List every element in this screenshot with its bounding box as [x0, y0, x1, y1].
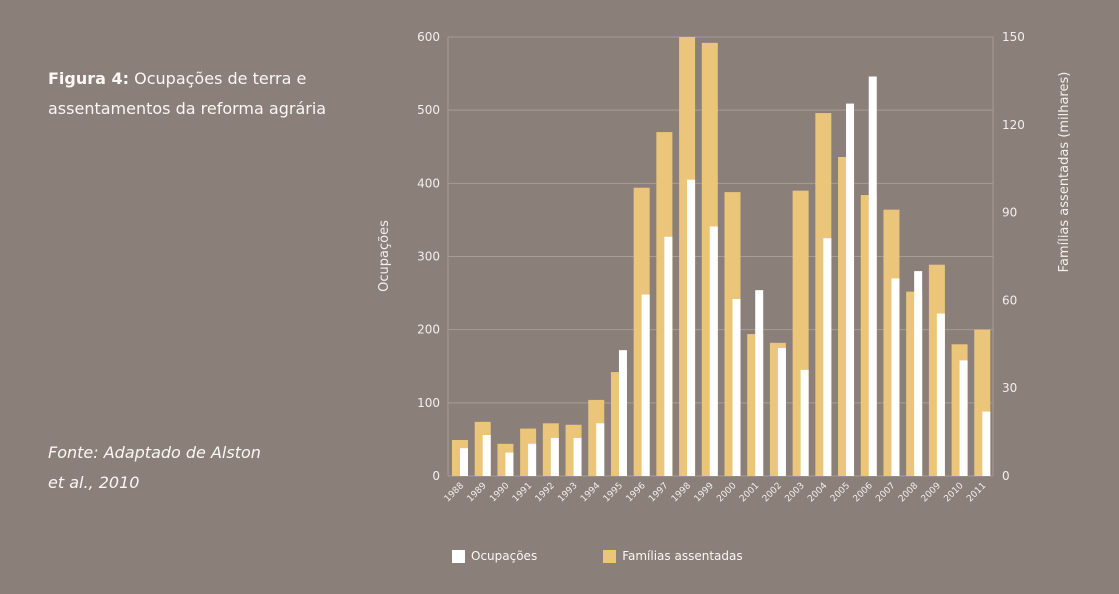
bar-ocupacoes-1999	[709, 226, 718, 476]
x-tick-label: 1989	[466, 481, 489, 504]
bar-ocupacoes-1996	[641, 294, 650, 476]
x-tick-label: 1995	[602, 481, 625, 504]
bar-ocupacoes-1997	[664, 236, 673, 476]
legend-item-families: Famílias assentadas	[603, 549, 743, 563]
y2-tick-label: 150	[1002, 30, 1025, 44]
x-tick-label: 2011	[965, 481, 988, 504]
bar-ocupacoes-1991	[528, 443, 537, 476]
x-tick-label: 1999	[693, 481, 716, 504]
y2-tick-label: 60	[1002, 293, 1017, 307]
legend-swatch-families	[603, 549, 617, 563]
y2-tick-label: 30	[1002, 381, 1017, 395]
bar-ocupacoes-2003	[800, 369, 809, 476]
bar-ocupacoes-2010	[959, 360, 968, 476]
x-tick-label: 1997	[647, 481, 670, 504]
x-tick-label: 2000	[715, 481, 738, 504]
bar-ocupacoes-2011	[982, 411, 991, 476]
y-tick-label: 200	[417, 323, 440, 337]
legend-label-occupations: Ocupações	[471, 549, 538, 563]
bar-ocupacoes-2005	[846, 103, 855, 476]
bar-ocupacoes-2006	[868, 76, 877, 476]
figure-caption: Figura 4: Ocupações de terra e assentame…	[48, 64, 348, 124]
bar-ocupacoes-1995	[618, 350, 627, 476]
bar-ocupacoes-1992	[550, 437, 559, 476]
y-tick-label: 400	[417, 176, 440, 190]
x-tick-label: 1992	[534, 481, 557, 504]
bar-ocupacoes-1993	[573, 437, 582, 476]
x-tick-label: 1991	[511, 481, 534, 504]
figure-title: Ocupações de terra e assentamentos da re…	[48, 69, 327, 118]
x-tick-label: 2001	[738, 481, 761, 504]
x-tick-label: 1996	[625, 481, 648, 504]
y-tick-label: 300	[417, 250, 440, 264]
y-tick-label: 500	[417, 103, 440, 117]
y2-tick-label: 90	[1002, 206, 1017, 220]
bar-ocupacoes-1988	[460, 448, 468, 476]
bar-ocupacoes-2008	[914, 271, 923, 476]
x-tick-label: 2007	[874, 481, 897, 504]
x-tick-label: 1998	[670, 481, 693, 504]
bar-ocupacoes-2007	[891, 278, 900, 476]
x-tick-label: 2010	[942, 481, 965, 504]
x-tick-label: 1990	[488, 481, 511, 504]
y-tick-label: 100	[417, 396, 440, 410]
bar-ocupacoes-1990	[505, 452, 514, 476]
bar-ocupacoes-2001	[755, 290, 764, 476]
x-tick-label: 2006	[852, 481, 875, 504]
bar-ocupacoes-2009	[936, 313, 945, 476]
x-tick-label: 2003	[783, 481, 806, 504]
x-tick-label: 1993	[556, 481, 579, 504]
chart-legend: Ocupações Famílias assentadas	[452, 549, 809, 563]
y2-tick-label: 0	[1002, 469, 1010, 483]
bar-ocupacoes-2000	[732, 298, 741, 476]
y2-axis-title: Famílias assentadas (milhares)	[1057, 72, 1072, 273]
source-note: Fonte: Adaptado de Alston et al., 2010	[48, 443, 261, 492]
legend-label-families: Famílias assentadas	[622, 549, 743, 563]
y2-tick-label: 120	[1002, 118, 1025, 132]
legend-swatch-occupations	[452, 549, 465, 563]
x-tick-label: 1994	[579, 481, 602, 504]
figure-label: Figura 4:	[48, 69, 130, 88]
x-tick-label: 1988	[443, 481, 466, 504]
legend-item-occupations: Ocupações	[452, 549, 537, 563]
bar-ocupacoes-2002	[777, 347, 786, 476]
x-tick-label: 2008	[897, 481, 920, 504]
bar-ocupacoes-1989	[482, 435, 491, 476]
y-tick-label: 600	[417, 30, 440, 44]
y-tick-label: 0	[432, 469, 440, 483]
y-axis-title: Ocupações	[377, 220, 392, 292]
bar-ocupacoes-1998	[687, 179, 696, 477]
x-tick-label: 2009	[920, 481, 943, 504]
x-tick-label: 2004	[806, 481, 829, 504]
x-tick-label: 2005	[829, 481, 852, 504]
bar-ocupacoes-1994	[596, 423, 605, 476]
bar-ocupacoes-2004	[823, 238, 832, 476]
x-tick-label: 2002	[761, 481, 784, 504]
